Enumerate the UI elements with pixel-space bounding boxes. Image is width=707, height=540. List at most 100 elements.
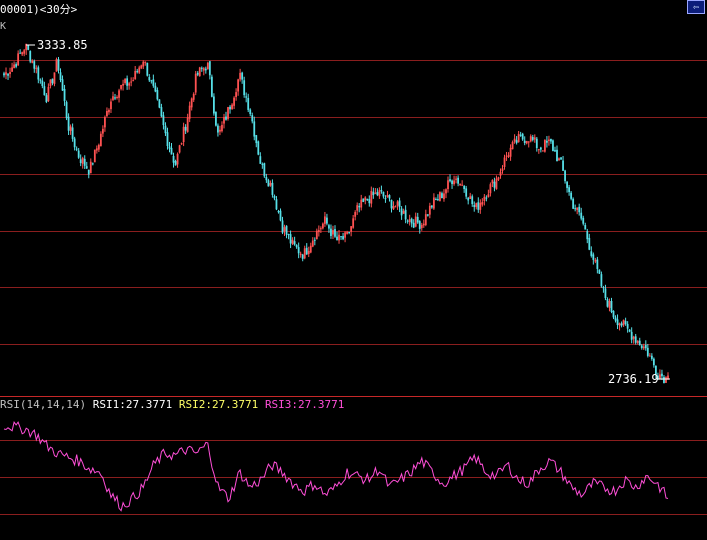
candle-body	[422, 223, 425, 226]
candle-body	[505, 155, 508, 157]
candle-body	[412, 222, 415, 228]
period-label: <30分>	[39, 3, 78, 16]
candle-body	[646, 347, 649, 356]
candle-body	[281, 220, 284, 233]
candle-body	[523, 140, 526, 144]
candle-body	[194, 73, 197, 93]
candle-body	[568, 187, 571, 193]
candle-body	[340, 236, 342, 238]
candle-body	[210, 76, 213, 97]
candle-body	[128, 83, 131, 86]
candle-body	[227, 107, 229, 119]
candle-body	[634, 336, 637, 343]
candle-body	[638, 340, 641, 346]
candle-body	[73, 138, 76, 148]
candle-body	[618, 323, 621, 326]
candle-body	[606, 298, 609, 307]
candle-body	[487, 194, 490, 198]
candle-body	[148, 77, 151, 81]
candle-body	[572, 198, 575, 209]
candle-body	[449, 179, 451, 182]
candle-body	[590, 251, 593, 256]
candle-body	[307, 250, 310, 255]
candle-body	[150, 80, 153, 82]
candle-body	[519, 134, 522, 136]
candle-body	[275, 199, 278, 210]
candle-body	[495, 178, 498, 190]
candle-body	[45, 95, 48, 102]
candle-body	[233, 97, 235, 106]
candle-body	[188, 105, 191, 119]
candle-body	[95, 148, 98, 151]
candle-body	[586, 231, 589, 240]
candle-body	[93, 149, 96, 163]
candle-body	[620, 323, 623, 326]
candle-body	[208, 61, 211, 76]
candle-body	[594, 260, 597, 262]
candle-body	[596, 259, 599, 269]
candle-body	[406, 220, 409, 222]
candle-body	[558, 158, 560, 161]
candle-body	[23, 50, 26, 54]
candle-body	[404, 209, 407, 220]
candle-body	[319, 228, 322, 230]
candle-body	[525, 140, 528, 144]
candle-body	[162, 115, 165, 126]
candle-body	[665, 377, 667, 383]
candle-body	[3, 73, 5, 76]
candle-body	[430, 205, 433, 208]
candle-body	[291, 239, 294, 244]
candle-body	[158, 99, 161, 108]
candle-body	[642, 346, 645, 349]
candle-body	[279, 210, 282, 221]
candle-body	[267, 180, 270, 187]
candle-body	[400, 208, 403, 216]
candle-body	[43, 86, 46, 96]
candle-body	[215, 112, 217, 126]
candle-body	[469, 196, 472, 199]
candle-body	[443, 193, 445, 200]
candle-body	[358, 206, 361, 208]
candle-body	[27, 45, 30, 50]
candle-body	[156, 90, 159, 100]
candle-body	[19, 52, 22, 54]
candle-body	[386, 194, 389, 198]
candle-body	[55, 59, 58, 72]
candle-body	[574, 208, 577, 210]
candle-body	[311, 240, 314, 247]
candle-body	[202, 68, 205, 71]
restore-window-button[interactable]: ⇦	[687, 0, 705, 14]
rsi-line	[3, 421, 669, 512]
candle-body	[259, 156, 262, 164]
candle-body	[362, 198, 365, 202]
candle-body	[491, 180, 494, 184]
candle-body	[7, 73, 9, 76]
candle-body	[190, 98, 193, 108]
candle-body	[323, 216, 326, 224]
candle-body	[624, 321, 627, 325]
candle-body	[457, 177, 460, 184]
candle-body	[31, 60, 34, 63]
candle-body	[410, 218, 413, 224]
candle-body	[556, 149, 558, 162]
candle-body	[277, 210, 280, 213]
candle-body	[451, 180, 453, 184]
candle-body	[49, 79, 52, 87]
candle-body	[640, 345, 643, 348]
max-price-label: 3333.85	[37, 38, 88, 52]
candle-body	[376, 192, 379, 195]
price-gridlines	[0, 60, 707, 345]
candle-body	[136, 71, 139, 73]
candle-body	[552, 140, 554, 151]
candle-body	[184, 126, 187, 131]
candle-body	[636, 340, 639, 343]
candle-body	[332, 230, 334, 235]
candle-body	[303, 248, 306, 259]
candle-body	[392, 206, 395, 210]
candle-body	[663, 376, 665, 384]
candle-body	[321, 223, 324, 229]
candle-body	[229, 106, 231, 110]
candle-body	[9, 72, 11, 75]
candle-body	[384, 198, 387, 200]
candle-body	[176, 153, 179, 165]
